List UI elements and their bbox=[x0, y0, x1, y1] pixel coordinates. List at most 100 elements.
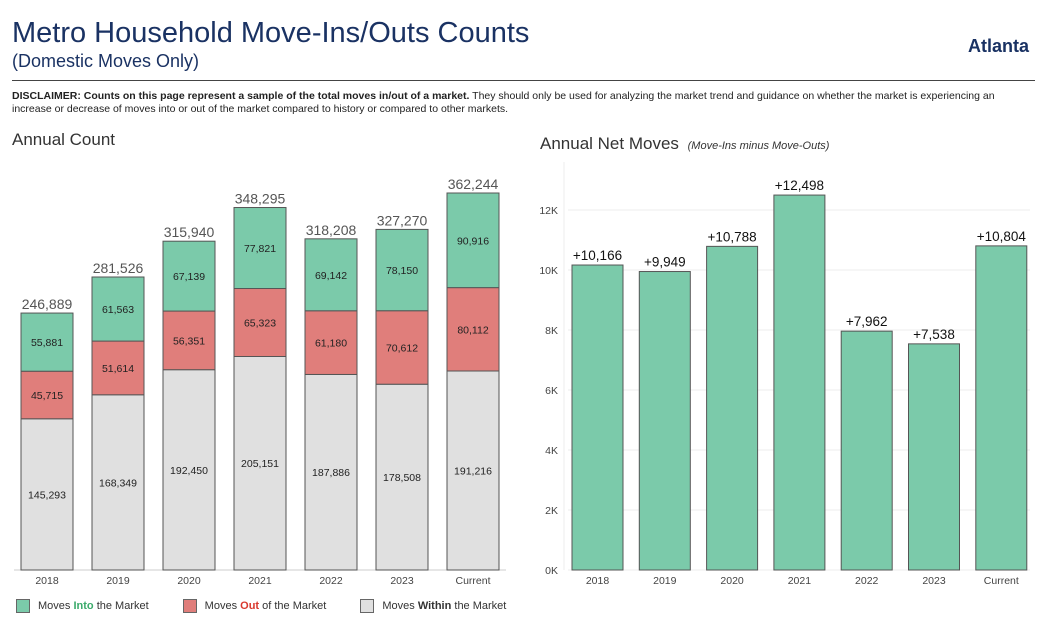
within-bar bbox=[233, 355, 287, 571]
out-bar bbox=[233, 288, 287, 357]
legend-into: Moves Into the Market bbox=[16, 599, 149, 613]
count-x-tick-label: 2021 bbox=[248, 575, 272, 587]
total-value-label: 281,526 bbox=[93, 260, 144, 276]
within-bar bbox=[375, 383, 429, 571]
net-y-tick-label: 0K bbox=[545, 565, 558, 577]
legend-within-label: Moves Within the Market bbox=[382, 600, 507, 612]
page-subtitle: (Domestic Moves Only) bbox=[12, 51, 200, 71]
within-value-label: 205,151 bbox=[241, 458, 279, 470]
out-bar bbox=[446, 287, 500, 372]
into-value-label: 69,142 bbox=[315, 270, 347, 282]
within-value-label: 178,508 bbox=[383, 472, 421, 484]
into-bar bbox=[446, 192, 500, 289]
out-value-label: 61,180 bbox=[315, 338, 347, 350]
net-bar bbox=[773, 194, 826, 571]
net-x-tick-label: 2022 bbox=[855, 575, 879, 587]
count-x-tick-label: Current bbox=[455, 575, 490, 587]
net-bar bbox=[571, 264, 624, 571]
net-x-tick-label: 2023 bbox=[922, 575, 946, 587]
net-x-tick-label: 2020 bbox=[720, 575, 744, 587]
legend-within-swatch bbox=[360, 599, 375, 613]
total-value-label: 348,295 bbox=[235, 191, 286, 207]
net-bar bbox=[638, 271, 691, 571]
total-value-label: 362,244 bbox=[448, 176, 499, 192]
net-value-label: +7,538 bbox=[913, 327, 955, 342]
within-bar bbox=[162, 369, 216, 571]
into-value-label: 61,563 bbox=[102, 304, 134, 316]
header-divider bbox=[12, 80, 1035, 81]
out-bar bbox=[304, 310, 358, 375]
net-y-tick-label: 2K bbox=[545, 505, 558, 517]
out-value-label: 80,112 bbox=[457, 324, 488, 336]
into-value-label: 90,916 bbox=[457, 235, 489, 247]
out-value-label: 51,614 bbox=[102, 363, 134, 375]
out-value-label: 45,715 bbox=[31, 390, 63, 402]
into-value-label: 55,881 bbox=[31, 337, 63, 349]
page-title: Metro Household Move-Ins/Outs Counts bbox=[12, 17, 530, 49]
legend-out: Moves Out of the Market bbox=[182, 599, 327, 613]
disclaimer-text: They should only be used for analyzing t… bbox=[12, 90, 995, 115]
annual-count-chart: 145,293 45,715 55,881 246,889 2018 168,349 51,… bbox=[14, 176, 506, 587]
legend-into-label: Moves Into the Market bbox=[38, 600, 149, 612]
disclaimer-bold-text: Counts on this page represent a sample o… bbox=[83, 90, 470, 102]
net-x-tick-label: 2021 bbox=[788, 575, 812, 587]
disclaimer: DISCLAIMER: Counts on this page represen… bbox=[12, 90, 1027, 116]
net-value-label: +9,949 bbox=[644, 255, 686, 270]
annual-count-title: Annual Count bbox=[12, 130, 116, 149]
within-bar bbox=[91, 394, 145, 571]
total-value-label: 246,889 bbox=[22, 296, 73, 312]
into-value-label: 67,139 bbox=[173, 271, 205, 283]
out-value-label: 70,612 bbox=[386, 342, 418, 354]
net-moves-title-note: (Move-Ins minus Move-Outs) bbox=[687, 140, 830, 152]
total-value-label: 318,208 bbox=[306, 222, 357, 238]
net-y-tick-label: 10K bbox=[539, 265, 558, 277]
into-bar bbox=[304, 238, 358, 312]
net-y-tick-label: 6K bbox=[545, 385, 558, 397]
net-bar bbox=[840, 330, 893, 571]
into-value-label: 78,150 bbox=[386, 265, 418, 277]
legend-within: Moves Within the Market bbox=[360, 599, 506, 613]
within-value-label: 145,293 bbox=[28, 489, 66, 501]
net-value-label: +10,804 bbox=[977, 229, 1027, 244]
net-moves-chart: 0K 2K 4K 6K 8K 10K 12K +10,166 2018 +9,949 2019 +10… bbox=[539, 162, 1030, 587]
within-bar bbox=[20, 418, 74, 571]
within-value-label: 191,216 bbox=[454, 465, 492, 477]
net-value-label: +10,166 bbox=[573, 248, 622, 263]
into-bar bbox=[375, 228, 429, 312]
net-bar bbox=[908, 343, 960, 571]
net-y-tick-label: 4K bbox=[545, 445, 558, 457]
into-bar bbox=[233, 207, 287, 290]
count-x-tick-label: 2018 bbox=[35, 575, 59, 587]
net-value-label: +12,498 bbox=[775, 178, 824, 193]
legend-out-label: Moves Out of the Market bbox=[204, 600, 327, 612]
disclaimer-label: DISCLAIMER: bbox=[12, 90, 81, 102]
within-value-label: 168,349 bbox=[99, 477, 137, 489]
within-bar bbox=[446, 370, 500, 571]
count-x-tick-label: 2023 bbox=[390, 575, 414, 587]
net-y-tick-label: 8K bbox=[545, 325, 558, 337]
into-bar bbox=[91, 276, 145, 342]
net-x-tick-label: Current bbox=[984, 575, 1019, 587]
net-x-tick-label: 2018 bbox=[586, 575, 610, 587]
net-moves-title: Annual Net Moves (Move-Ins minus Move-Ou… bbox=[540, 134, 829, 154]
net-value-label: +7,962 bbox=[846, 314, 888, 329]
net-bar bbox=[975, 245, 1028, 571]
into-bar bbox=[162, 240, 216, 312]
into-value-label: 77,821 bbox=[244, 243, 276, 255]
legend-out-swatch bbox=[182, 599, 197, 613]
count-x-tick-label: 2020 bbox=[177, 575, 201, 587]
legend: Moves Into the Market Moves Out of the M… bbox=[16, 599, 506, 613]
net-y-tick-label: 12K bbox=[539, 205, 558, 217]
out-bar bbox=[162, 310, 216, 371]
net-value-label: +10,788 bbox=[708, 229, 757, 244]
legend-into-swatch bbox=[16, 599, 30, 613]
net-moves-title-text: Annual Net Moves bbox=[540, 134, 679, 153]
out-bar bbox=[375, 310, 429, 385]
into-bar bbox=[20, 312, 74, 372]
out-value-label: 56,351 bbox=[173, 335, 205, 347]
out-bar bbox=[91, 340, 145, 396]
net-x-tick-label: 2019 bbox=[653, 575, 677, 587]
out-value-label: 65,323 bbox=[244, 318, 276, 330]
within-value-label: 192,450 bbox=[170, 465, 208, 477]
count-x-tick-label: 2022 bbox=[319, 575, 343, 587]
